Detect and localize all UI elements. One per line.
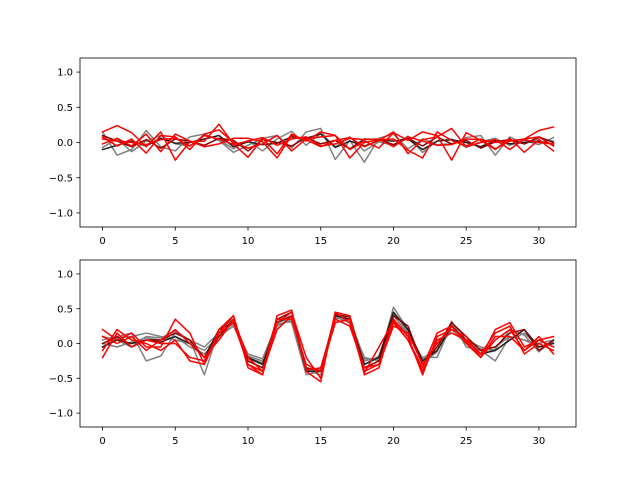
x-tick-label: 25 [460,436,473,447]
y-tick-label: 0.0 [57,138,73,149]
x-tick-label: 30 [533,436,546,447]
top-line-chart: 0 5 10 15 20 25 30 −1.0 −0.5 0.0 0.5 1.0 [49,57,577,247]
x-tick-label: 5 [172,236,178,247]
x-tick-label: 0 [99,436,105,447]
x-tick-label: 15 [314,236,327,247]
y-tick-label: −0.5 [49,374,73,385]
series-line-9 [101,314,555,373]
x-tick-label: 10 [242,436,255,447]
y-tick-label: −1.0 [49,209,73,220]
series-line-8 [101,134,555,148]
x-tick-label: 25 [460,236,473,247]
y-tick-label: 0.0 [57,339,73,350]
x-tick-label: 10 [242,236,255,247]
series-group [101,123,555,163]
bottom-line-chart: 0 5 10 15 20 25 30 −1.0 −0.5 0.0 0.5 1.0 [49,259,577,447]
x-tick-label: 30 [533,236,546,247]
series-line-10 [101,318,555,373]
series-line-7 [101,127,555,159]
y-tick-label: 0.5 [57,103,73,114]
x-tick-label: 5 [172,436,178,447]
x-tick-label: 20 [387,436,400,447]
x-tick-label: 0 [99,236,105,247]
x-tick-label: 20 [387,236,400,247]
y-tick-label: 1.0 [57,270,73,281]
y-tick-label: 0.5 [57,304,73,315]
y-tick-label: −0.5 [49,173,73,184]
series-group [101,306,555,383]
y-tick-label: 1.0 [57,68,73,79]
y-tick-label: −1.0 [49,409,73,420]
x-tick-label: 15 [314,436,327,447]
